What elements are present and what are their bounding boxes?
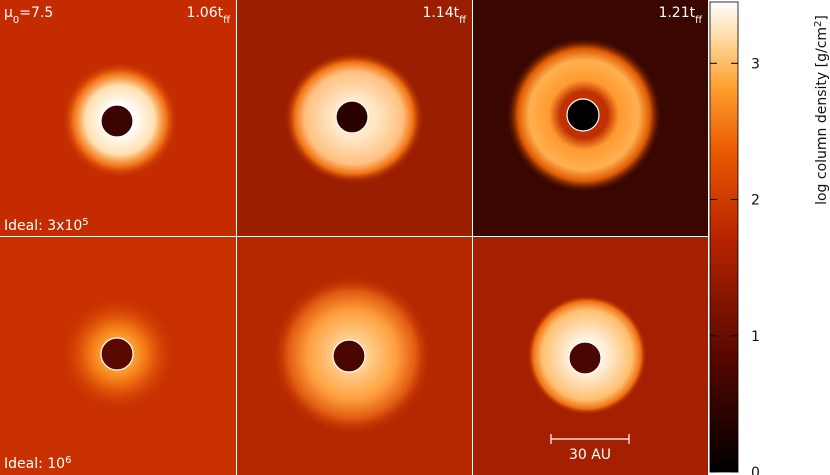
panels: [0, 0, 708, 475]
time-label: 1.14tff: [422, 5, 467, 26]
colorbar-tick-label: 3: [751, 56, 760, 72]
colorbar: [709, 1, 739, 473]
colorbar-tick-label: 1: [751, 329, 760, 345]
mu-label: μ0=7.5: [4, 5, 53, 26]
colorbar-label: log column density [g/cm2]: [813, 15, 830, 205]
scale-bar: [550, 434, 630, 444]
sink: [568, 341, 602, 375]
sink: [100, 104, 134, 138]
row-label: Ideal: 106: [4, 455, 71, 473]
scale-bar-label: 30 AU: [569, 447, 611, 463]
colorbar-tick-label: 0: [751, 465, 760, 475]
time-label: 1.21tff: [658, 5, 703, 26]
sink: [100, 337, 134, 371]
sink: [332, 339, 366, 373]
row-label: Ideal: 3x105: [4, 217, 89, 235]
time-label: 1.06tff: [186, 5, 231, 26]
sink: [566, 98, 600, 132]
sink: [335, 100, 369, 134]
colorbar-tick-label: 2: [751, 193, 760, 209]
